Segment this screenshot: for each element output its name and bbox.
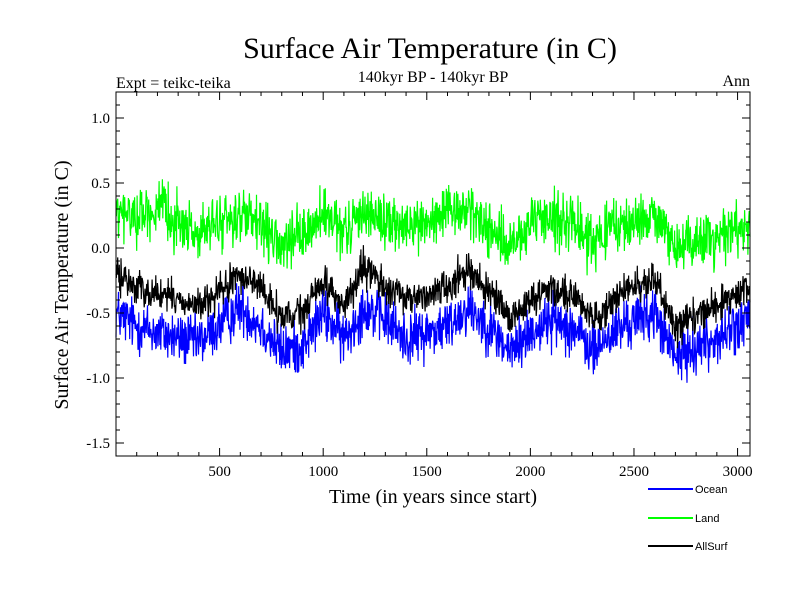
x-tick-label: 500 [208,464,231,480]
y-tick-label: -0.5 [86,306,110,322]
y-tick-label: -1.5 [86,436,110,452]
x-tick-label: 1500 [412,464,442,480]
x-tick-label: 3000 [723,464,753,480]
chart-title: Surface Air Temperature (in C) [243,32,617,65]
y-tick-label: 0.5 [91,176,110,192]
x-tick-label: 1000 [308,464,338,480]
series-line-ocean [115,283,751,383]
series-layer [115,179,751,383]
y-tick-label: -1.0 [86,371,110,387]
chart-left-label: Expt = teikc-teika [116,75,231,92]
chart-subtitle: 140kyr BP - 140kyr BP [358,69,509,86]
legend-label-land: Land [695,513,719,525]
series-line-allsurf [115,245,751,349]
chart-right-label: Ann [722,73,750,90]
tick-layer: 500 1000 1500 2000 2500 3000 1.0 0.5 0.0 -0.5 -1.0… [86,92,753,480]
y-axis-label: Surface Air Temperature (in C) [51,160,73,409]
x-axis-label: Time (in years since start) [329,486,537,508]
y-tick-label: 1.0 [91,111,110,127]
x-tick-label: 2500 [619,464,649,480]
legend-label-allsurf: AllSurf [695,541,728,553]
legend-label-ocean: Ocean [695,484,727,496]
legend: Ocean Land AllSurf [648,484,728,553]
x-tick-label: 2000 [515,464,545,480]
y-tick-label: 0.0 [91,241,110,257]
series-line-land [115,179,751,276]
